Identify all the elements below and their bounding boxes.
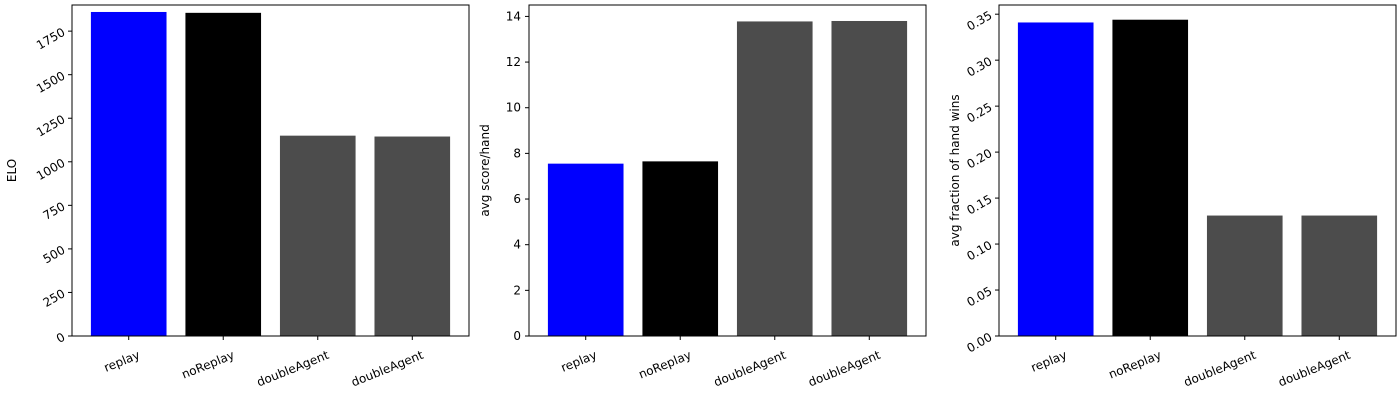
x-tick-label: doubleAgent <box>712 348 788 390</box>
x-tick-label: doubleAgent <box>349 348 425 390</box>
y-tick-label: 1250 <box>34 112 67 139</box>
bar-1-2 <box>185 12 262 337</box>
x-tick-label: doubleAgent <box>255 348 331 390</box>
y-tick-label: 0.20 <box>964 146 994 171</box>
y-tick-label: 0 <box>54 330 68 346</box>
y-tick-label: 0.35 <box>964 8 994 33</box>
y-tick-label: 500 <box>41 243 68 267</box>
y-tick-label: 0 <box>513 329 521 343</box>
y-tick-label: 0.30 <box>964 54 994 79</box>
x-tick-label: noReplay <box>637 348 694 382</box>
y-tick-label: 1500 <box>34 69 67 96</box>
plot-frame <box>71 4 470 337</box>
y-tick-label: 0.10 <box>964 238 994 263</box>
bar-1-4 <box>374 136 451 336</box>
plot-frame <box>528 4 927 337</box>
y-tick-label: 2 <box>513 283 521 297</box>
y-tick-label: 10 <box>506 101 521 115</box>
x-tick-label: doubleAgent <box>806 348 882 390</box>
y-tick-label: 0.05 <box>964 284 994 309</box>
bar-2-1 <box>547 163 624 336</box>
bar-3-3 <box>1206 215 1283 336</box>
x-tick-label: replay <box>559 348 599 375</box>
y-tick-label: 750 <box>41 199 68 223</box>
y-tick-label: 1000 <box>34 156 67 183</box>
y-axis-label: avg score/hand <box>478 124 492 216</box>
y-tick-label: 0.15 <box>964 192 994 217</box>
bar-3-4 <box>1301 215 1378 336</box>
x-tick-label: replay <box>1029 348 1069 375</box>
y-tick-label: 14 <box>506 9 521 23</box>
y-axis-label: ELO <box>5 159 19 182</box>
x-tick-label: noReplay <box>1107 348 1164 382</box>
y-tick-label: 250 <box>41 286 68 310</box>
y-tick-label: 1750 <box>34 25 67 52</box>
bar-2-3 <box>736 21 813 336</box>
chart-panel-1: 0 250 500 750 1000 1250 1500 1750 replay noReplay… <box>5 4 470 390</box>
y-tick-label: 0.00 <box>964 330 994 355</box>
y-tick-label: 12 <box>506 55 521 69</box>
bar-1-1 <box>90 11 167 336</box>
bar-2-4 <box>831 20 908 336</box>
y-tick-label: 6 <box>513 192 521 206</box>
y-tick-label: 0.25 <box>964 100 994 125</box>
plot-frame <box>998 4 1397 337</box>
bar-2-2 <box>642 161 719 336</box>
chart-panel-3: 0.00 0.05 0.10 0.15 0.20 0.25 0.30 0.35 replay no… <box>948 4 1397 390</box>
y-tick-label: 8 <box>513 146 521 160</box>
bar-3-2 <box>1112 19 1189 337</box>
x-tick-label: replay <box>102 348 142 375</box>
chart-panel-2: 0 2 4 6 8 10 12 14 replay noReplay doubleAgent doub… <box>478 4 927 390</box>
y-axis-label: avg fraction of hand wins <box>948 94 962 246</box>
y-tick-label: 4 <box>513 238 521 252</box>
x-tick-label: doubleAgent <box>1182 348 1258 390</box>
x-tick-label: noReplay <box>180 348 237 382</box>
x-tick-label: doubleAgent <box>1276 348 1352 390</box>
bar-3-1 <box>1017 22 1094 336</box>
bar-1-3 <box>279 135 356 336</box>
